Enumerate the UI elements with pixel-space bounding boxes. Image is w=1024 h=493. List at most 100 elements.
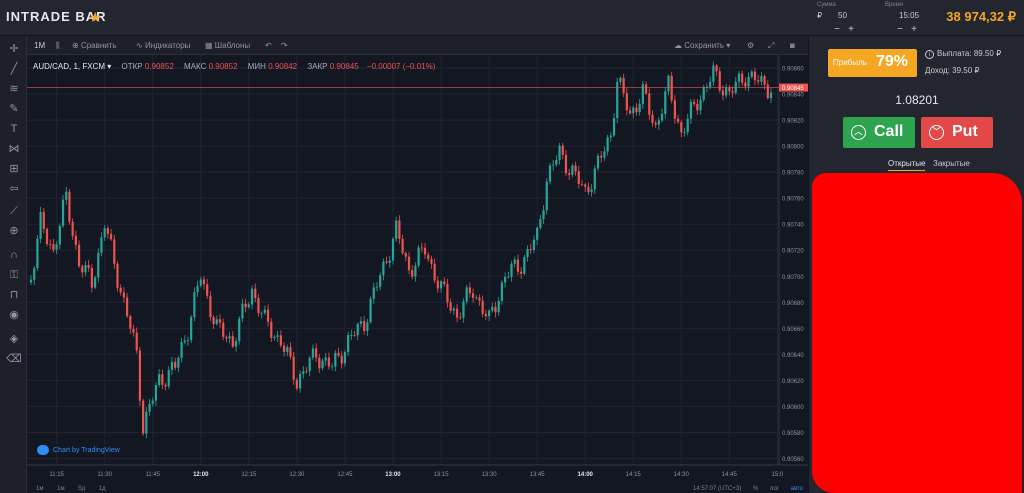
layers-icon[interactable]: ◈ [9, 333, 19, 345]
arrow-left-icon[interactable]: ⇦ [9, 183, 19, 195]
profit-badge: Прибыль 79% [828, 49, 917, 77]
candle-body [174, 361, 177, 368]
close-label: ЗАКР [307, 62, 328, 71]
range-button-1[interactable]: 1м [36, 486, 44, 492]
candle-body [52, 244, 55, 250]
account-balance[interactable]: 38 974,32 ₽ [946, 9, 1016, 24]
zoom-in-icon[interactable]: ⊕ [9, 225, 19, 237]
put-button[interactable]: ﹀ Put [921, 117, 993, 148]
tab-closed-trades[interactable]: Закрытые [933, 159, 970, 168]
brush-icon[interactable]: ✎ [9, 103, 19, 115]
candle-body [282, 345, 286, 352]
candle-body [542, 210, 545, 220]
candle-body [721, 90, 725, 96]
candle-type-icon[interactable]: ⫼ [56, 41, 60, 50]
candle-body [148, 403, 151, 412]
range-button-4[interactable]: 1д [98, 486, 106, 492]
candle-body [481, 300, 484, 314]
candle-body [327, 357, 331, 367]
candle-body [683, 132, 686, 134]
save-button[interactable]: ☁ Сохранить ▾ [674, 41, 731, 50]
candle-body [398, 220, 401, 239]
time-plus-button[interactable]: + [911, 24, 917, 35]
trash-icon[interactable]: ⌫ [6, 353, 22, 365]
indicators-button[interactable]: ∿ Индикаторы [136, 41, 190, 50]
candle-body [763, 76, 766, 85]
amount-currency: ₽ [817, 11, 823, 20]
lock-icon[interactable]: ⊓ [9, 289, 19, 301]
symbol-label[interactable]: AUD/CAD, 1, FXCM [33, 62, 106, 71]
time-input[interactable]: 15:05 [899, 11, 920, 20]
fullscreen-icon[interactable]: ⤢ [768, 41, 775, 50]
pattern-tool-icon[interactable]: ⋈ [8, 143, 20, 155]
candle-body [577, 171, 580, 184]
percent-toggle[interactable]: % [752, 486, 759, 492]
tab-open-trades[interactable]: Открытые [888, 159, 926, 171]
brand-logo[interactable]: INTRADE BAR [6, 9, 107, 24]
low-label: МИН [247, 62, 266, 71]
candle-body [71, 221, 74, 236]
tradingview-badge[interactable]: Chart by TradingView [37, 445, 120, 461]
favorite-star-icon[interactable]: ★ [89, 9, 102, 25]
change-value: −0.00007 (−0.01%) [366, 62, 436, 71]
candle-body [548, 165, 552, 182]
call-button[interactable]: ︿ Call [843, 117, 915, 148]
ruler-icon[interactable]: ⟋ [10, 205, 18, 217]
candle-body [750, 71, 753, 77]
candle-body [664, 91, 667, 114]
candle-body [423, 247, 427, 255]
amount-plus-button[interactable]: + [848, 24, 854, 35]
current-price-tag [779, 83, 808, 92]
candle-body [222, 322, 225, 337]
auto-toggle[interactable]: авто [790, 486, 804, 492]
eye-icon[interactable]: ◉ [9, 309, 19, 321]
range-button-2[interactable]: 1м [57, 486, 65, 492]
screenshot-camera-icon[interactable]: ◙ [790, 41, 795, 50]
candle-body [417, 247, 420, 266]
candle-body [68, 191, 71, 222]
price-tick-4: 0.90780 [782, 171, 804, 177]
trend-line-icon[interactable]: ╱ [10, 63, 18, 75]
time-minus-button[interactable]: − [897, 24, 903, 35]
candle-body [619, 77, 622, 82]
redo-icon[interactable]: ↷ [281, 41, 288, 50]
symbol-dropdown-icon[interactable]: ▾ [105, 62, 112, 71]
candle-body [747, 76, 750, 87]
price-tick-3: 0.90800 [782, 145, 804, 151]
candle-body [161, 374, 164, 385]
info-icon[interactable]: i [925, 50, 934, 59]
time-tick-7: 13:00 [385, 472, 401, 478]
redaction-overlay [812, 173, 1022, 493]
amount-input[interactable]: 50 [838, 11, 847, 20]
candle-body [702, 86, 705, 100]
candle-body [61, 199, 65, 226]
candle-body [311, 348, 315, 358]
settings-gear-icon[interactable]: ⚙ [747, 41, 755, 50]
magnet-icon[interactable]: ∩ [10, 249, 18, 261]
candle-body [209, 295, 212, 318]
timeframe-selector[interactable]: 1M [34, 41, 46, 50]
current-price: 1.08201 [895, 93, 939, 107]
chart-canvas[interactable]: 0.90860 0.90840 0.90820 0.90800 0.90780 0.907… [27, 55, 808, 493]
candle-body [93, 277, 97, 288]
crosshair-icon[interactable]: ✛ [9, 43, 19, 55]
compare-button[interactable]: ⊕ Сравнить [72, 41, 117, 50]
fib-tool-icon[interactable]: ≋ [9, 83, 19, 95]
undo-icon[interactable]: ↶ [265, 41, 272, 50]
text-tool-icon[interactable]: T [10, 123, 18, 135]
amount-minus-button[interactable]: − [834, 24, 840, 35]
lock-drawing-icon[interactable]: ⚿ [9, 269, 19, 281]
candle-body [119, 287, 122, 293]
candle-body [657, 120, 660, 125]
chart-legend: AUD/CAD, 1, FXCM ▾ ОТКР 0.90852 МАКС 0.9… [33, 62, 435, 71]
candle-body [731, 91, 734, 93]
templates-button[interactable]: ▦ Шаблоны [205, 41, 250, 50]
candle-body [212, 317, 215, 324]
candle-body [324, 357, 327, 361]
range-button-3[interactable]: 5д [78, 486, 86, 492]
prediction-tool-icon[interactable]: ⊞ [9, 163, 19, 175]
candle-body [199, 279, 202, 286]
price-chart[interactable]: 0.90860 0.90840 0.90820 0.90800 0.90780 0.907… [27, 55, 808, 493]
candle-body [744, 82, 747, 87]
log-toggle[interactable]: лог [769, 486, 779, 492]
